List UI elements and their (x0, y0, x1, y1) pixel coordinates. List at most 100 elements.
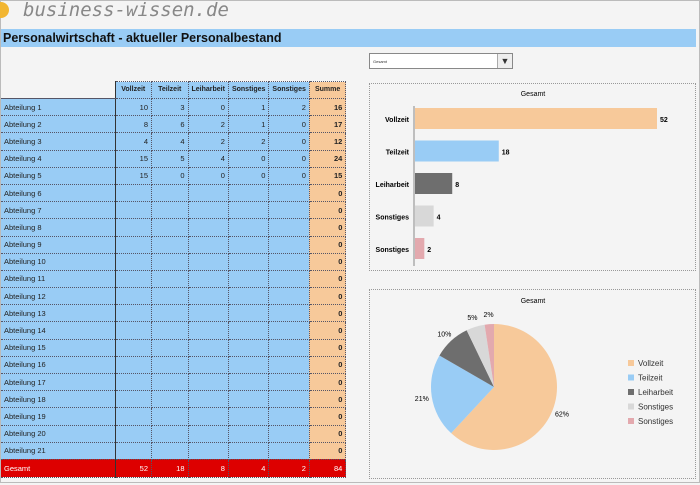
table-cell[interactable] (151, 441, 189, 460)
row-label[interactable]: Abteilung 21 (1, 441, 116, 460)
table-cell[interactable] (114, 304, 152, 323)
table-cell[interactable] (114, 407, 152, 426)
table-cell[interactable] (268, 287, 310, 306)
row-label[interactable]: Abteilung 14 (1, 321, 116, 340)
table-cell[interactable] (151, 269, 189, 289)
table-cell[interactable] (151, 304, 189, 323)
table-cell[interactable] (114, 321, 152, 340)
table-cell[interactable] (151, 252, 189, 271)
table-cell[interactable] (187, 304, 229, 323)
table-cell[interactable] (114, 269, 152, 289)
table-cell[interactable] (151, 287, 189, 306)
table-cell[interactable]: 0 (227, 166, 270, 185)
table-cell[interactable]: 0 (308, 355, 347, 375)
table-cell[interactable] (114, 201, 152, 220)
table-cell[interactable] (187, 183, 229, 203)
table-cell[interactable]: 15 (114, 149, 152, 168)
table-cell[interactable] (227, 407, 270, 426)
table-cell[interactable]: 4 (187, 149, 229, 168)
table-cell[interactable]: 3 (151, 97, 189, 117)
table-cell[interactable] (187, 355, 229, 375)
table-cell[interactable]: 0 (268, 132, 310, 151)
table-cell[interactable] (114, 235, 152, 254)
table-cell[interactable]: 2 (268, 97, 310, 117)
row-label[interactable]: Abteilung 4 (1, 149, 116, 168)
table-cell[interactable]: 0 (308, 252, 347, 271)
table-cell[interactable] (268, 183, 310, 203)
row-label[interactable]: Abteilung 1 (1, 97, 116, 117)
table-cell[interactable] (227, 390, 270, 409)
row-label[interactable]: Abteilung 18 (1, 390, 116, 409)
table-cell[interactable] (187, 321, 229, 340)
table-cell[interactable] (268, 407, 310, 426)
table-cell[interactable]: 0 (308, 269, 347, 289)
table-cell[interactable]: 0 (187, 166, 229, 185)
table-cell[interactable] (187, 218, 229, 237)
table-cell[interactable] (151, 218, 189, 237)
table-cell[interactable]: 4 (114, 132, 152, 151)
table-cell[interactable] (268, 372, 310, 392)
row-label[interactable]: Abteilung 16 (1, 355, 116, 375)
table-cell[interactable]: 0 (308, 372, 347, 392)
table-cell[interactable]: 0 (268, 115, 310, 134)
table-cell[interactable] (268, 441, 310, 460)
row-label[interactable]: Abteilung 9 (1, 235, 116, 254)
table-cell[interactable]: 0 (187, 97, 229, 117)
table-cell[interactable] (151, 338, 189, 357)
row-label[interactable]: Abteilung 7 (1, 201, 116, 220)
table-cell[interactable]: 16 (308, 97, 347, 117)
table-cell[interactable]: 8 (114, 115, 152, 134)
table-cell[interactable]: 0 (227, 149, 270, 168)
table-cell[interactable] (268, 338, 310, 357)
table-cell[interactable]: 0 (308, 304, 347, 323)
row-label[interactable]: Abteilung 2 (1, 115, 116, 134)
table-cell[interactable] (187, 235, 229, 254)
table-cell[interactable] (114, 338, 152, 357)
table-cell[interactable] (227, 338, 270, 357)
table-cell[interactable] (187, 424, 229, 443)
table-cell[interactable] (227, 304, 270, 323)
row-label[interactable]: Abteilung 15 (1, 338, 116, 357)
table-cell[interactable] (114, 390, 152, 409)
table-cell[interactable] (268, 218, 310, 237)
table-cell[interactable] (151, 407, 189, 426)
table-cell[interactable] (227, 201, 270, 220)
table-cell[interactable] (268, 424, 310, 443)
table-cell[interactable] (187, 269, 229, 289)
table-cell[interactable] (187, 252, 229, 271)
table-cell[interactable]: 1 (227, 115, 270, 134)
row-label[interactable]: Abteilung 12 (1, 287, 116, 306)
table-cell[interactable] (187, 407, 229, 426)
table-cell[interactable] (187, 441, 229, 460)
table-cell[interactable]: 5 (151, 149, 189, 168)
table-cell[interactable] (227, 355, 270, 375)
row-label[interactable]: Abteilung 10 (1, 252, 116, 271)
row-label[interactable]: Abteilung 3 (1, 132, 116, 151)
table-cell[interactable]: 0 (308, 218, 347, 237)
table-cell[interactable]: 1 (227, 97, 270, 117)
table-cell[interactable] (151, 355, 189, 375)
table-cell[interactable] (227, 218, 270, 237)
table-cell[interactable] (268, 355, 310, 375)
table-cell[interactable] (268, 252, 310, 271)
table-cell[interactable] (114, 355, 152, 375)
table-cell[interactable]: 2 (227, 132, 270, 151)
table-cell[interactable] (114, 183, 152, 203)
table-cell[interactable]: 0 (308, 338, 347, 357)
table-cell[interactable] (151, 390, 189, 409)
table-cell[interactable]: 0 (308, 424, 347, 443)
table-cell[interactable] (268, 321, 310, 340)
table-cell[interactable] (268, 269, 310, 289)
table-cell[interactable] (227, 183, 270, 203)
chevron-down-icon[interactable]: ▼ (497, 54, 512, 68)
table-cell[interactable]: 0 (308, 183, 347, 203)
row-label[interactable]: Abteilung 17 (1, 372, 116, 392)
table-cell[interactable] (151, 183, 189, 203)
table-cell[interactable] (187, 201, 229, 220)
table-cell[interactable]: 0 (308, 235, 347, 254)
row-label[interactable]: Abteilung 11 (1, 269, 116, 289)
row-label[interactable]: Abteilung 20 (1, 424, 116, 443)
table-cell[interactable] (151, 235, 189, 254)
row-label[interactable]: Abteilung 6 (1, 183, 116, 203)
table-cell[interactable]: 2 (187, 132, 229, 151)
